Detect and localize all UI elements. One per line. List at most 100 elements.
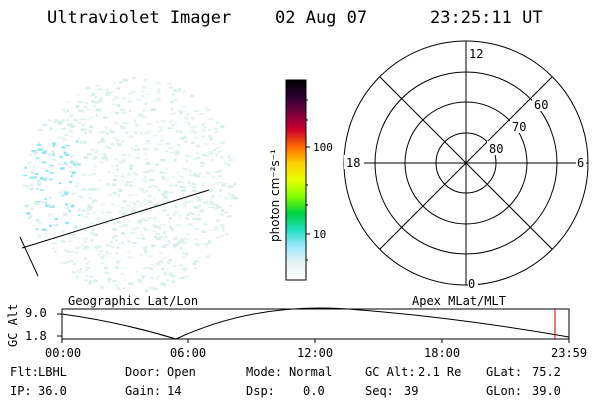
emission-speckle — [170, 100, 174, 104]
emission-speckle — [86, 109, 92, 111]
emission-speckle — [203, 126, 207, 128]
emission-speckle — [111, 246, 115, 249]
ip-value: 36.0 — [38, 384, 67, 398]
emission-speckle — [164, 244, 169, 247]
emission-speckle — [215, 130, 218, 133]
emission-speckle — [173, 246, 177, 249]
emission-speckle — [164, 168, 169, 170]
emission-speckle — [135, 123, 138, 126]
emission-speckle — [145, 93, 150, 95]
emission-speckle — [186, 121, 189, 123]
emission-speckle — [180, 185, 184, 189]
emission-speckle — [107, 170, 110, 173]
emission-speckle — [220, 124, 225, 128]
emission-speckle — [171, 94, 176, 96]
emission-speckle — [78, 137, 81, 140]
emission-speckle — [200, 162, 205, 164]
emission-speckle — [47, 166, 53, 168]
emission-speckle — [70, 161, 74, 164]
emission-speckle — [168, 147, 174, 149]
emission-speckle — [117, 194, 121, 197]
emission-speckle — [163, 231, 166, 234]
emission-speckle — [196, 218, 201, 220]
emission-speckle — [154, 202, 159, 206]
emission-speckle — [105, 221, 109, 225]
colorbar-tick-10: 10 — [313, 228, 326, 241]
emission-speckle — [208, 135, 213, 138]
emission-speckle — [37, 234, 42, 238]
emission-speckle — [77, 121, 82, 124]
emission-speckle — [117, 259, 122, 262]
emission-speckle — [59, 182, 62, 185]
emission-speckle — [174, 149, 180, 152]
emission-speckle — [157, 205, 163, 207]
emission-speckle — [137, 279, 142, 282]
emission-speckle — [170, 151, 175, 153]
emission-speckle — [121, 141, 125, 143]
emission-speckle — [144, 203, 148, 205]
lat-label-70: 70 — [512, 120, 526, 134]
observation-date: 02 Aug 07 — [275, 8, 368, 28]
emission-speckle — [172, 89, 178, 92]
emission-speckle — [183, 140, 188, 143]
emission-speckle — [78, 195, 83, 198]
emission-speckle — [211, 206, 215, 209]
emission-speckle — [61, 146, 66, 149]
emission-speckle — [143, 227, 147, 230]
emission-speckle — [64, 261, 67, 264]
emission-speckle — [105, 158, 108, 161]
emission-speckle — [127, 154, 130, 156]
emission-speckle — [227, 156, 231, 159]
emission-speckle — [119, 109, 123, 111]
glat-label: GLat: — [486, 365, 523, 379]
emission-speckle — [77, 208, 82, 212]
emission-speckle — [220, 234, 224, 237]
emission-speckle — [100, 160, 104, 164]
emission-speckle — [82, 173, 86, 176]
emission-speckle — [127, 256, 133, 259]
emission-speckle — [42, 150, 48, 152]
emission-speckle — [161, 119, 166, 123]
emission-speckle — [32, 168, 35, 170]
emission-speckle — [196, 152, 199, 155]
emission-speckle — [179, 181, 184, 183]
mode-value: Normal — [289, 365, 333, 379]
orbit-track-line — [21, 189, 210, 249]
emission-speckle — [203, 223, 208, 226]
emission-speckle — [99, 140, 105, 143]
emission-speckle — [181, 105, 186, 108]
emission-speckle — [221, 184, 226, 187]
emission-speckle — [220, 156, 224, 159]
emission-speckle — [68, 166, 73, 168]
glon-value: 39.0 — [532, 384, 561, 398]
emission-speckle — [59, 167, 65, 170]
emission-speckle — [71, 204, 75, 208]
emission-speckle — [143, 176, 147, 179]
emission-speckle — [139, 254, 144, 257]
emission-speckle — [36, 182, 42, 186]
emission-speckle — [181, 252, 186, 254]
emission-speckle — [192, 189, 197, 193]
filter-value: LBHL — [38, 365, 67, 379]
emission-speckle — [220, 213, 224, 216]
emission-speckle — [91, 100, 95, 103]
emission-speckle — [61, 194, 64, 197]
emission-speckle — [186, 113, 190, 116]
emission-speckle — [146, 162, 151, 166]
emission-speckle — [180, 189, 186, 192]
emission-speckle — [76, 183, 80, 185]
emission-speckle — [153, 265, 157, 267]
emission-speckle — [56, 136, 62, 139]
emission-speckle — [183, 268, 187, 272]
emission-speckle — [81, 118, 87, 121]
emission-speckle — [70, 123, 74, 126]
glon-label: GLon: — [486, 384, 523, 398]
emission-speckle — [160, 159, 166, 162]
emission-speckle — [182, 203, 187, 206]
emission-speckle — [92, 173, 96, 176]
emission-speckle — [185, 154, 190, 158]
emission-speckle — [158, 226, 161, 229]
emission-speckle — [160, 282, 165, 285]
emission-speckle — [190, 163, 194, 165]
emission-speckle — [142, 179, 147, 182]
